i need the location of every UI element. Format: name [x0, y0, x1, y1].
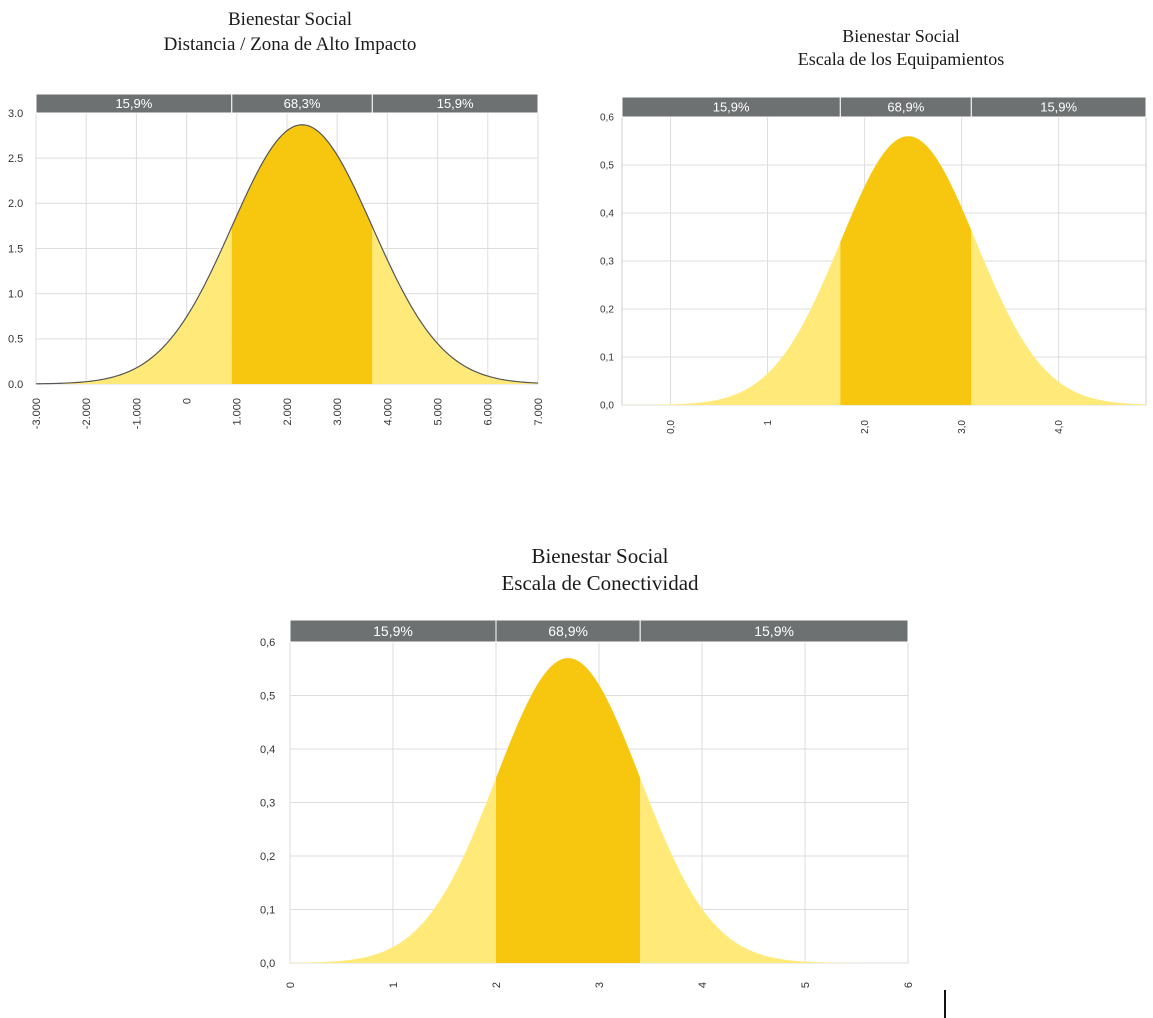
x-tick-label: 3,0 [957, 420, 968, 434]
tail-area-right [971, 230, 1146, 405]
y-tick-label: 0,3 [260, 797, 275, 809]
x-tick-label: 2 [491, 982, 503, 988]
chart-title: Bienestar Social Escala de los Equipamie… [756, 25, 1046, 72]
chart-title: Bienestar Social Escala de Conectividad [450, 543, 750, 598]
x-tick-label: 1 [388, 982, 400, 988]
x-tick-label: 2.000 [282, 398, 294, 426]
chart-title-line: Bienestar Social [842, 26, 960, 46]
x-tick-label: 5.000 [432, 398, 444, 426]
x-tick-label: 1 [763, 420, 774, 426]
y-tick-label: 3.0 [8, 108, 23, 120]
x-tick-label: 5 [800, 982, 812, 988]
band-label: 68,9% [548, 623, 588, 639]
tail-area-left [36, 226, 232, 384]
x-tick-label: 3.000 [332, 398, 344, 426]
x-tick-label: 0 [285, 982, 297, 988]
y-tick-label: 0,1 [260, 904, 275, 916]
x-tick-label: -3.000 [31, 398, 43, 429]
x-tick-label: 6 [903, 982, 915, 988]
x-tick-label: 1.000 [232, 398, 244, 426]
tail-area-right [372, 226, 538, 384]
center-area [231, 124, 373, 385]
tail-area-right [640, 778, 908, 963]
chart-plot: 15,9% 68,3% 15,9% 0.0 0.5 1.0 1.5 2.0 2.5 3.0 -3.0… [8, 93, 545, 429]
y-tick-label: 0,5 [600, 161, 614, 172]
y-tick-label: 1.5 [8, 243, 23, 255]
band-label: 15,9% [713, 100, 750, 115]
band-segment [371, 93, 539, 114]
chart-title-line: Bienestar Social [531, 544, 669, 568]
band-label: 15,9% [115, 96, 152, 111]
band-segment [639, 619, 909, 643]
chart-plot: 15,9% 68,9% 15,9% 0,0 0,1 0,2 0,3 0,4 0,5 0,6 0 1 2 3… [260, 619, 915, 988]
x-tick-label: 4 [697, 982, 709, 988]
y-tick-label: 0,0 [600, 401, 614, 412]
x-tick-label: 0,0 [666, 420, 677, 434]
x-tick-label: 4,0 [1054, 420, 1065, 434]
band-segment [970, 96, 1147, 118]
band-label: 68,3% [284, 96, 321, 111]
tail-area-left [290, 778, 496, 963]
y-tick-label: 0,3 [600, 257, 614, 268]
band-label: 15,9% [754, 623, 794, 639]
chart-title: Bienestar Social Distancia / Zona de Alt… [145, 8, 435, 57]
y-tick-label: 0,1 [600, 353, 614, 364]
y-tick-label: 0.5 [8, 334, 23, 346]
y-tick-label: 0,6 [600, 113, 614, 124]
chart-distancia: Bienestar Social Distancia / Zona de Alt… [0, 0, 576, 450]
y-tick-label: 0,0 [260, 958, 275, 970]
tail-area-left [622, 241, 841, 405]
y-tick-label: 0,5 [260, 690, 275, 702]
x-tick-label: -1.000 [131, 398, 143, 429]
y-tick-label: 2.5 [8, 153, 23, 165]
y-tick-label: 0,2 [260, 851, 275, 863]
text-cursor-mark [944, 990, 946, 1018]
chart-equipamientos: Bienestar Social Escala de los Equipamie… [576, 0, 1153, 450]
y-tick-label: 0,4 [600, 209, 614, 220]
chart-subtitle-line: Escala de Conectividad [501, 571, 699, 596]
center-area [496, 658, 641, 963]
band-label: 15,9% [373, 623, 413, 639]
chart-plot: 15,9% 68,9% 15,9% 0,0 0,1 0,2 0,3 0,4 0,5 0,6 0,0 1… [600, 96, 1147, 434]
band-label: 68,9% [887, 100, 924, 115]
y-tick-label: 0,4 [260, 744, 275, 756]
y-tick-label: 0.0 [8, 379, 23, 391]
chart-subtitle-line: Escala de los Equipamientos [797, 49, 1005, 70]
y-tick-label: 0,2 [600, 305, 614, 316]
y-tick-label: 1.0 [8, 289, 23, 301]
x-tick-label: 0 [181, 398, 193, 404]
x-tick-label: 2,0 [860, 420, 871, 434]
x-tick-label: 6.000 [483, 398, 495, 426]
chart-title-line: Bienestar Social [228, 9, 352, 30]
band-label: 15,9% [437, 96, 474, 111]
curve-outline [35, 124, 539, 385]
x-tick-label: 7.000 [533, 398, 545, 426]
y-tick-label: 0,6 [260, 637, 275, 649]
x-tick-label: -2.000 [81, 398, 93, 429]
x-tick-label: 3 [594, 982, 606, 988]
y-tick-label: 2.0 [8, 198, 23, 210]
center-area [840, 136, 972, 405]
chart-subtitle-line: Distancia / Zona de Alto Impacto [163, 33, 417, 55]
x-tick-label: 4.000 [382, 398, 394, 426]
band-label: 15,9% [1040, 100, 1077, 115]
chart-conectividad: Bienestar Social Escala de Conectividad … [0, 470, 1153, 1018]
